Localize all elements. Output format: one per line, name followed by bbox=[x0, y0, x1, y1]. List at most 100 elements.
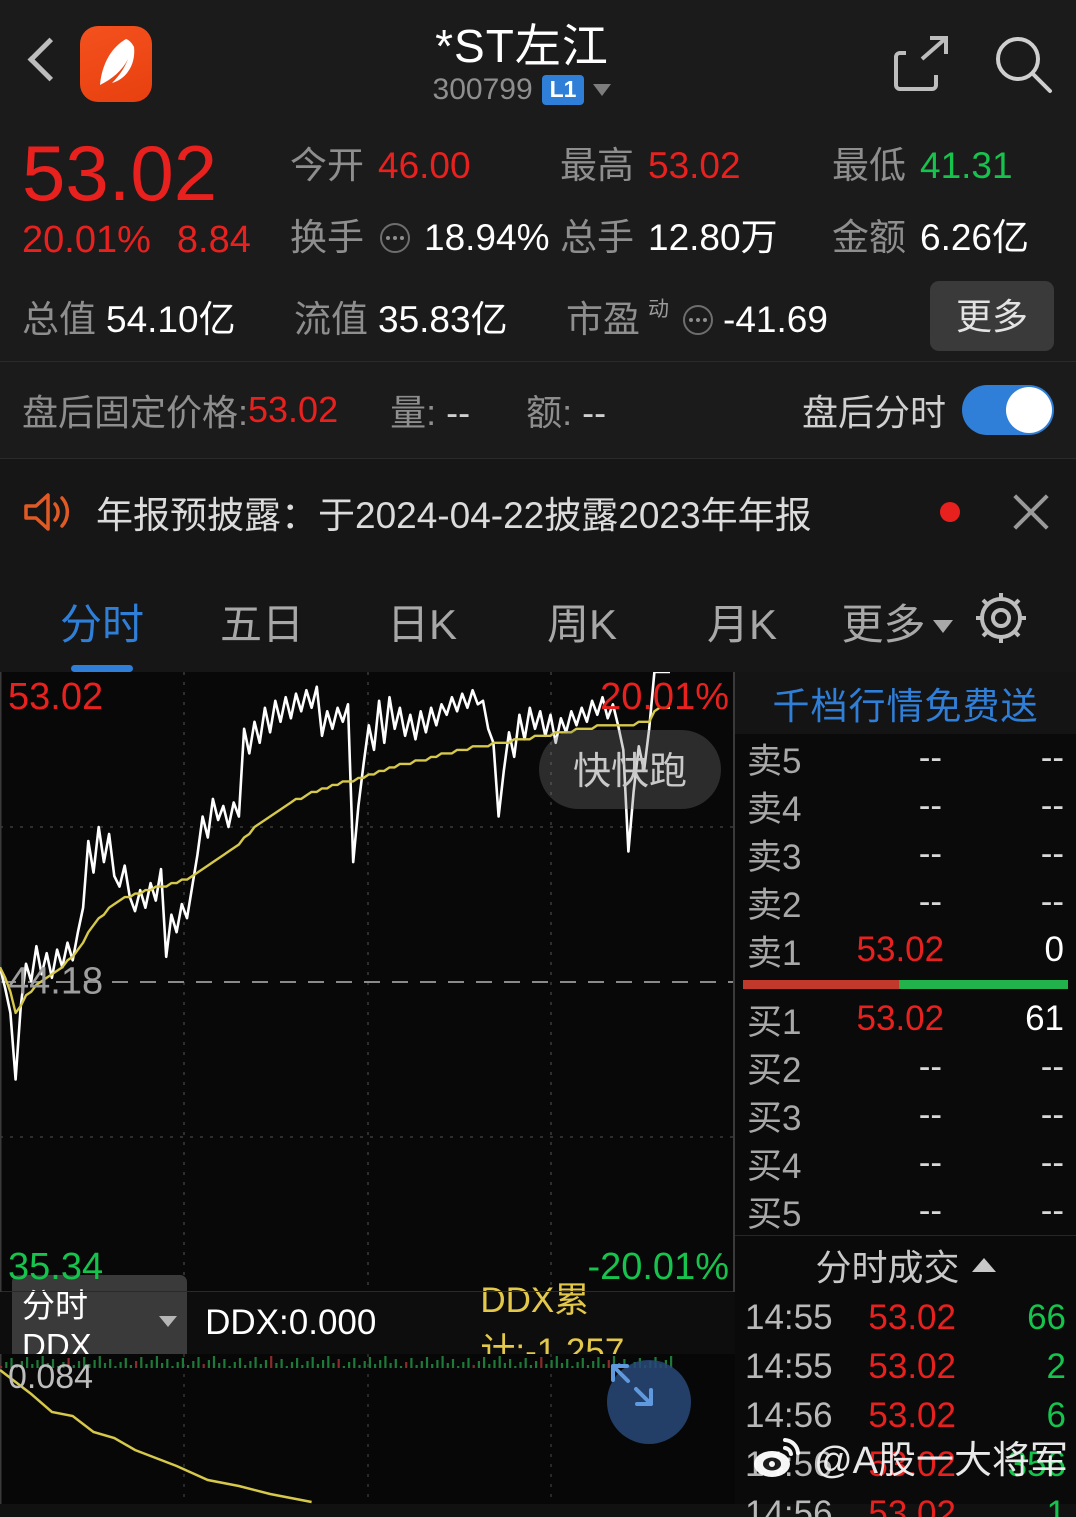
quote-panel: 53.02 20.01% 8.84 今开 46.00 最高 53.02 bbox=[0, 127, 1076, 361]
axis-label-top-right: 20.01% bbox=[600, 676, 729, 718]
ratio-green-segment bbox=[899, 980, 1068, 989]
stat-open-value: 46.00 bbox=[378, 145, 471, 186]
stats-row-3: 总值 54.10亿 流值 35.83亿 市盈动 -41.69 更多 bbox=[22, 281, 1054, 351]
buy5-volume: -- bbox=[1040, 1191, 1064, 1230]
back-chevron-icon[interactable] bbox=[22, 34, 68, 94]
deals-header[interactable]: 分时成交 bbox=[735, 1235, 1076, 1293]
more-button[interactable]: 更多 bbox=[929, 281, 1054, 351]
chart-gridlines bbox=[0, 672, 735, 1292]
tab-more[interactable]: 更多 bbox=[822, 585, 972, 652]
stock-code: 300799 bbox=[432, 73, 533, 107]
tab-rik[interactable]: 日K bbox=[386, 600, 457, 648]
divider bbox=[0, 361, 1076, 362]
deals-header-label: 分时成交 bbox=[815, 1246, 960, 1288]
deal-row[interactable]: 14:55 53.02 66 bbox=[735, 1293, 1076, 1342]
tab-yuek[interactable]: 月K bbox=[706, 600, 777, 648]
deal-row[interactable]: 14:56 53.02 1 bbox=[735, 1489, 1076, 1517]
info-icon-turnover[interactable] bbox=[380, 223, 410, 253]
stat-volume-value: 12.80万 bbox=[648, 217, 778, 258]
order-book-column: 千档行情免费送 卖5 -- -- 卖4 -- -- 卖3 -- -- 卖2 --… bbox=[735, 672, 1076, 1517]
buy1-volume: 61 bbox=[1025, 999, 1064, 1038]
stat-volume-label: 总手 bbox=[560, 217, 634, 258]
order-book-row[interactable]: 卖4 -- -- bbox=[735, 782, 1076, 830]
order-book-row[interactable]: 买1 53.02 61 bbox=[735, 995, 1076, 1043]
buy3-volume: -- bbox=[1040, 1095, 1064, 1134]
order-book-row[interactable]: 买4 -- -- bbox=[735, 1139, 1076, 1187]
after-hours-toggle[interactable] bbox=[962, 385, 1054, 435]
change-percent: 20.01% bbox=[22, 219, 151, 262]
stat-amount: 金额 6.26亿 bbox=[832, 207, 1054, 261]
deal-price: 53.02 bbox=[868, 1346, 956, 1386]
order-book-row[interactable]: 卖3 -- -- bbox=[735, 830, 1076, 878]
stat-floatcap-label: 流值 bbox=[294, 299, 368, 340]
buy4-price: -- bbox=[918, 1143, 942, 1182]
buy2-price: -- bbox=[918, 1047, 942, 1086]
ddx-select-label: 分时DDX bbox=[22, 1286, 92, 1364]
app-logo-icon[interactable] bbox=[80, 25, 152, 102]
sell1-volume: 0 bbox=[1044, 930, 1064, 969]
code-row[interactable]: 300799 L1 bbox=[152, 73, 892, 107]
announcement-banner[interactable]: 年报预披露：于2024-04-22披露2023年年报 bbox=[0, 459, 1076, 564]
deal-row[interactable]: 14:55 53.02 2 bbox=[735, 1342, 1076, 1391]
order-book-row[interactable]: 卖1 53.02 0 bbox=[735, 926, 1076, 974]
after-hours-volume-value: -- bbox=[446, 392, 471, 433]
intraday-chart[interactable]: 53.02 20.01% 44.18 35.34 -20.01% 快快跑 bbox=[0, 672, 735, 1292]
gear-icon[interactable] bbox=[972, 589, 1030, 647]
sell4-label: 卖4 bbox=[747, 789, 802, 829]
stats-row-2: 换手 18.94% 总手 12.80万 金额 6.26亿 bbox=[290, 207, 1054, 279]
chart-tabs: 分时 五日 日K 周K 月K 更多 bbox=[0, 564, 1076, 672]
ddx-sub-chart-series bbox=[0, 1354, 673, 1504]
deal-row[interactable]: 14:56 53.02 6 bbox=[735, 1391, 1076, 1440]
sell3-price: -- bbox=[918, 834, 942, 873]
stats-row-1: 今开 46.00 最高 53.02 最低 41.31 bbox=[290, 135, 1054, 207]
share-icon[interactable] bbox=[892, 35, 950, 93]
order-book-row[interactable]: 买5 -- -- bbox=[735, 1187, 1076, 1235]
fullscreen-expand-icon[interactable] bbox=[607, 1360, 691, 1444]
stat-marketcap-label: 总值 bbox=[22, 299, 96, 340]
order-book-row[interactable]: 卖5 -- -- bbox=[735, 734, 1076, 782]
deal-price: 53.02 bbox=[868, 1493, 956, 1517]
buy4-label: 买4 bbox=[747, 1146, 802, 1186]
stat-pe-value: -41.69 bbox=[723, 299, 828, 340]
ddx-sub-chart[interactable]: 0.084 bbox=[0, 1354, 735, 1504]
buy2-volume: -- bbox=[1040, 1047, 1064, 1086]
axis-label-middle: 44.18 bbox=[8, 960, 104, 1003]
stat-volume: 总手 12.80万 bbox=[560, 207, 832, 261]
deal-volume: 356 bbox=[1007, 1444, 1066, 1484]
sell5-label: 卖5 bbox=[747, 741, 802, 781]
title-block: *ST左江 300799 L1 bbox=[152, 22, 892, 107]
deal-time: 14:56 bbox=[745, 1444, 833, 1484]
order-book-row[interactable]: 买3 -- -- bbox=[735, 1091, 1076, 1139]
stat-high-value: 53.02 bbox=[648, 145, 741, 186]
tab-wuri[interactable]: 五日 bbox=[219, 600, 304, 648]
chevron-down-icon[interactable] bbox=[593, 84, 612, 97]
stat-low-value: 41.31 bbox=[920, 145, 1013, 186]
close-icon[interactable] bbox=[1008, 489, 1054, 535]
change-row: 20.01% 8.84 bbox=[22, 219, 290, 262]
deal-volume: 2 bbox=[1046, 1346, 1066, 1386]
stat-low: 最低 41.31 bbox=[832, 135, 1054, 189]
chart-overlay-pill[interactable]: 快快跑 bbox=[538, 730, 721, 809]
sell1-label: 卖1 bbox=[747, 933, 802, 973]
after-hours-toggle-label: 盘后分时 bbox=[801, 392, 946, 433]
stat-high-label: 最高 bbox=[560, 145, 634, 186]
chevron-down-icon-tabs bbox=[932, 619, 953, 633]
sell2-volume: -- bbox=[1040, 882, 1064, 921]
order-book-row[interactable]: 卖2 -- -- bbox=[735, 878, 1076, 926]
search-icon[interactable] bbox=[992, 33, 1054, 95]
sell3-volume: -- bbox=[1040, 834, 1064, 873]
stat-amount-label: 金额 bbox=[832, 217, 906, 258]
promo-banner[interactable]: 千档行情免费送 bbox=[735, 672, 1076, 734]
last-price: 53.02 bbox=[22, 129, 218, 217]
stat-floatcap-value: 35.83亿 bbox=[378, 299, 508, 340]
chart-column: 53.02 20.01% 44.18 35.34 -20.01% 快快跑 分时D… bbox=[0, 672, 735, 1504]
deal-row[interactable]: 14:56 53.02 356 bbox=[735, 1440, 1076, 1489]
order-book-row[interactable]: 买2 -- -- bbox=[735, 1043, 1076, 1091]
tab-zhouk[interactable]: 周K bbox=[546, 600, 617, 648]
deal-time: 14:55 bbox=[745, 1297, 833, 1337]
stat-turnover-label: 换手 bbox=[290, 217, 364, 258]
tab-fenshi[interactable]: 分时 bbox=[22, 585, 182, 652]
info-icon-pe[interactable] bbox=[683, 305, 713, 335]
after-hours-label: 盘后固定价格: bbox=[22, 392, 249, 433]
